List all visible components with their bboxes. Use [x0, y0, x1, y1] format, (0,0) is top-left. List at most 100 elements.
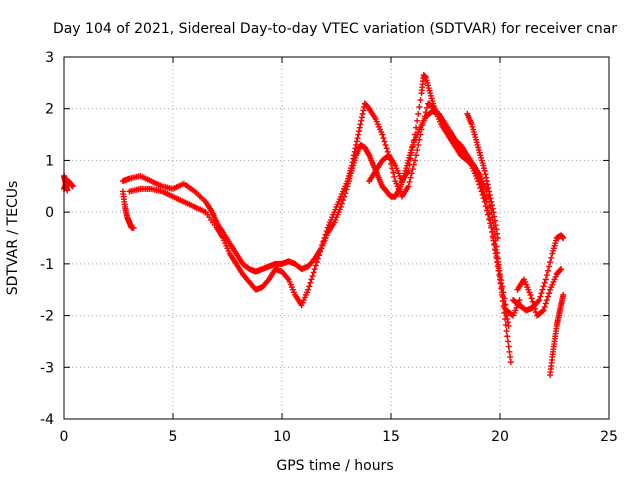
- data-point: [357, 121, 364, 128]
- data-point: [487, 195, 494, 202]
- y-tick-label: -2: [40, 309, 54, 325]
- data-point: [494, 249, 501, 256]
- data-point: [483, 174, 490, 181]
- y-tick-label: -3: [40, 360, 54, 376]
- series-track-3: [119, 188, 137, 231]
- data-point: [484, 181, 491, 188]
- data-point: [529, 298, 536, 305]
- series-track-7: [464, 110, 501, 241]
- data-point: [539, 286, 546, 293]
- data-point: [544, 267, 551, 274]
- data-point: [414, 117, 421, 124]
- data-point: [482, 171, 489, 178]
- data-point: [535, 298, 542, 305]
- data-point: [481, 167, 488, 174]
- x-tick-label: 0: [60, 429, 69, 445]
- y-tick-label: -4: [40, 412, 54, 428]
- data-point: [500, 303, 507, 310]
- data-point: [493, 226, 500, 233]
- data-point: [340, 197, 347, 204]
- data-point: [489, 202, 496, 209]
- data-point: [130, 224, 137, 231]
- data-point: [350, 155, 357, 162]
- x-tick-label: 20: [491, 429, 509, 445]
- data-point: [421, 113, 428, 120]
- data-point: [422, 109, 429, 116]
- grid-layer: [64, 57, 609, 419]
- data-point: [316, 252, 323, 259]
- data-point: [406, 161, 413, 168]
- data-point: [560, 235, 567, 241]
- data-point: [359, 110, 366, 117]
- data-point: [501, 309, 508, 316]
- data-point: [414, 147, 421, 154]
- data-point: [419, 122, 426, 129]
- data-point: [321, 235, 328, 241]
- data-point: [557, 266, 564, 273]
- data-point: [354, 135, 361, 142]
- data-point: [358, 114, 365, 121]
- data-point: [507, 353, 514, 360]
- data-point: [560, 291, 567, 298]
- data-point: [548, 254, 555, 261]
- data-point: [491, 217, 498, 224]
- data-point: [547, 259, 554, 266]
- x-tick-label: 10: [273, 429, 291, 445]
- data-point: [505, 343, 512, 350]
- data-point: [486, 216, 493, 223]
- y-axis-label: SDTVAR / TECUs: [5, 181, 21, 296]
- data-point: [390, 169, 397, 176]
- data-point: [415, 141, 422, 148]
- data-point: [485, 185, 492, 192]
- data-point: [539, 308, 546, 315]
- data-point: [284, 275, 291, 282]
- data-point: [311, 266, 318, 273]
- data-point: [411, 157, 418, 164]
- y-tick-label: -1: [40, 257, 54, 273]
- data-point: [546, 263, 553, 270]
- data-point: [318, 245, 325, 252]
- data-point: [410, 137, 417, 144]
- data-point: [486, 188, 493, 195]
- data-point: [407, 155, 414, 162]
- data-point: [352, 145, 359, 152]
- data-point: [413, 152, 420, 159]
- data-point: [358, 117, 365, 124]
- data-point: [527, 291, 534, 298]
- data-point: [540, 307, 547, 314]
- data-point: [323, 228, 330, 235]
- data-point: [338, 200, 345, 207]
- data-point: [312, 262, 319, 269]
- x-tick-label: 5: [169, 429, 178, 445]
- data-point: [485, 211, 492, 218]
- data-point: [530, 302, 537, 309]
- data-point: [379, 131, 386, 138]
- data-point: [504, 338, 511, 345]
- data-point: [543, 297, 550, 304]
- data-point: [349, 159, 356, 166]
- data-point: [496, 267, 503, 274]
- data-point: [420, 117, 427, 124]
- data-point: [353, 138, 360, 145]
- data-point: [365, 150, 372, 157]
- data-point: [408, 149, 415, 156]
- data-point: [505, 322, 512, 329]
- data-point: [492, 222, 499, 229]
- y-tick-label: 2: [45, 102, 54, 118]
- data-point: [406, 178, 413, 185]
- data-point: [320, 238, 327, 245]
- data-point: [356, 128, 363, 135]
- data-point: [542, 276, 549, 283]
- data-point: [416, 136, 423, 143]
- data-point: [542, 300, 549, 307]
- data-point: [415, 110, 422, 117]
- series-track-5: [126, 100, 523, 319]
- data-point: [405, 183, 412, 190]
- data-point: [418, 126, 425, 133]
- data-point: [409, 166, 416, 173]
- data-point: [69, 183, 76, 190]
- data-point: [417, 97, 424, 104]
- data-point: [381, 138, 388, 145]
